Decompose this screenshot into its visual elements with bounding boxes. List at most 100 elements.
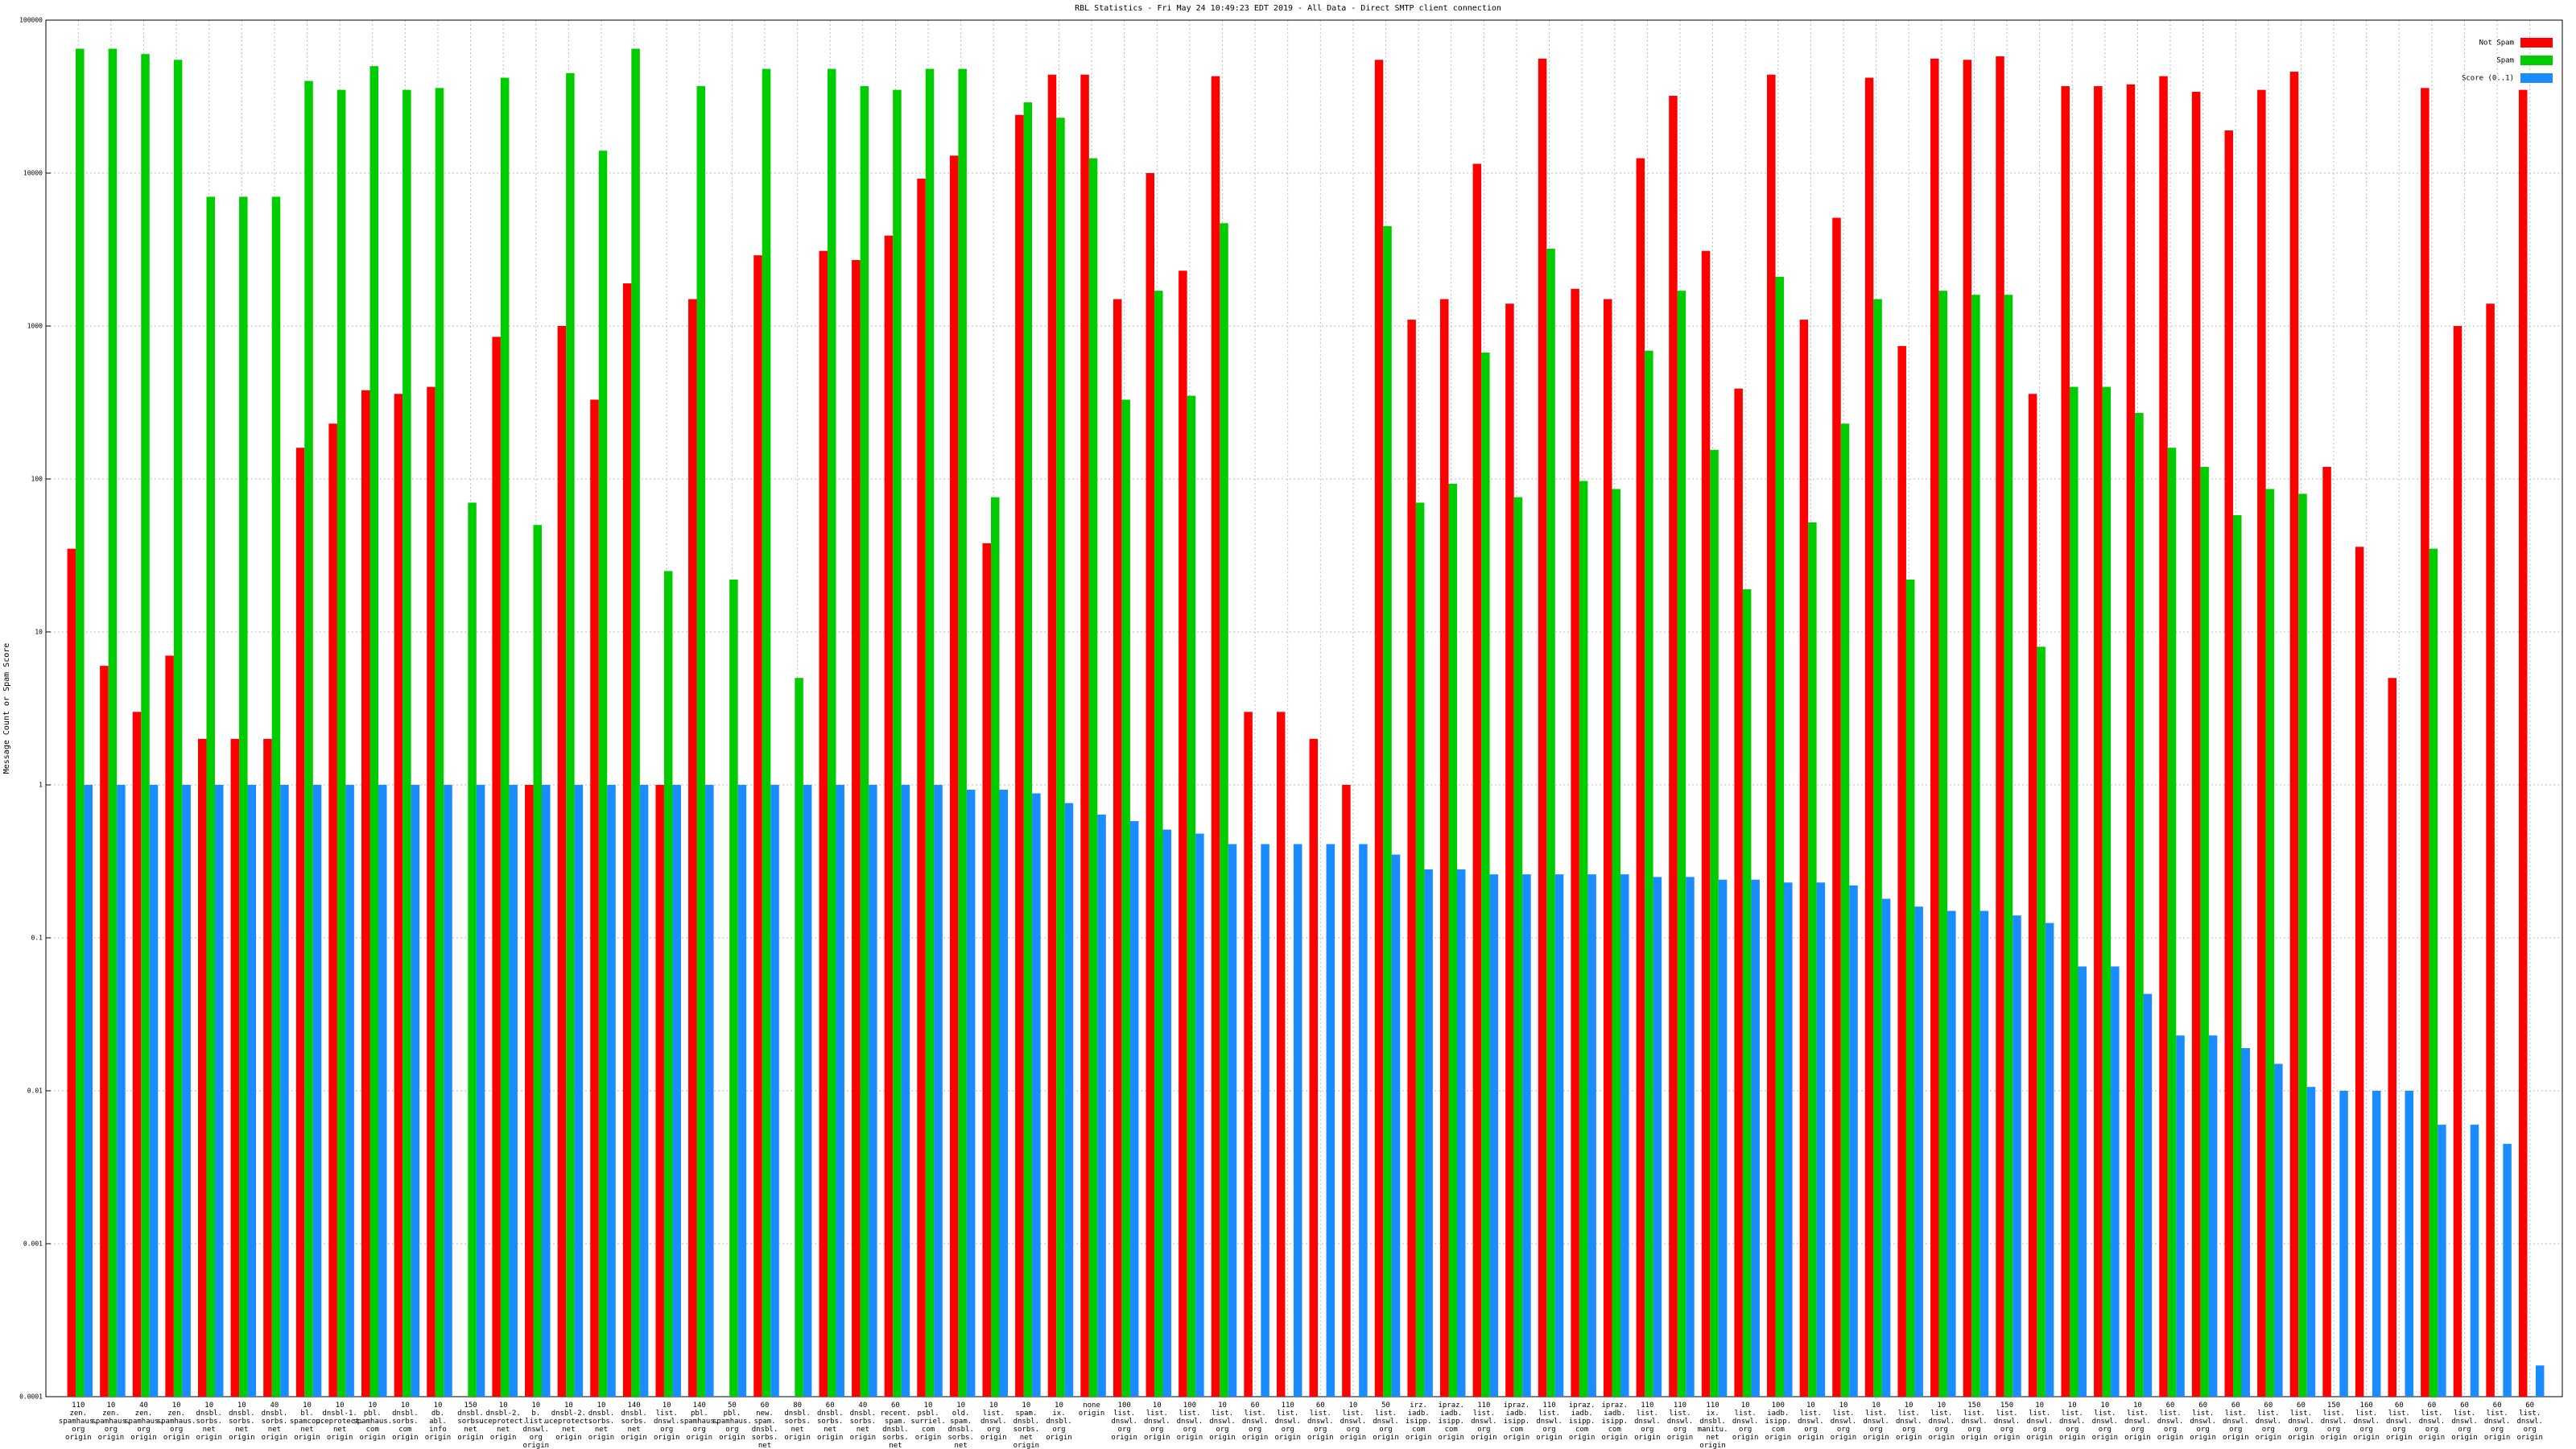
x-tick-label: 10 dnsbl. sorbs. net origin bbox=[588, 1402, 615, 1442]
bar bbox=[2045, 923, 2054, 1397]
bar bbox=[819, 250, 828, 1397]
x-tick-label: 100 list. dnswl. org origin bbox=[1111, 1402, 1137, 1442]
bar bbox=[999, 789, 1008, 1397]
bar bbox=[280, 785, 289, 1397]
bar bbox=[762, 68, 771, 1397]
bar bbox=[328, 423, 337, 1397]
bar bbox=[1710, 449, 1719, 1397]
x-tick-label: 110 ix. dnsbl. manitu. net origin bbox=[1698, 1402, 1728, 1449]
x-tick-label: 10 bl. spamcop. net origin bbox=[290, 1402, 324, 1442]
x-tick-label: none origin bbox=[1079, 1402, 1105, 1418]
bar bbox=[1162, 829, 1172, 1397]
legend-swatch bbox=[2520, 56, 2553, 65]
y-tick-label: 100000 bbox=[19, 17, 43, 24]
bar bbox=[1448, 483, 1457, 1397]
bar bbox=[2013, 915, 2021, 1397]
bar bbox=[1261, 844, 1269, 1397]
bar bbox=[1864, 77, 1874, 1397]
bar bbox=[1015, 114, 1024, 1397]
bar bbox=[1677, 291, 1686, 1397]
x-tick-label: 80 dnsbl. sorbs. net origin bbox=[784, 1402, 811, 1442]
bar bbox=[2037, 646, 2046, 1397]
bar bbox=[1816, 882, 1826, 1397]
x-tick-label: 10 list. dnswl. org origin bbox=[1863, 1402, 1889, 1442]
x-tick-label: 10 list. dnswl. org origin bbox=[1144, 1402, 1170, 1442]
plot-frame bbox=[45, 19, 2563, 1397]
bar bbox=[182, 785, 191, 1397]
bar bbox=[1056, 118, 1065, 1397]
bar bbox=[2372, 1091, 2381, 1397]
bar bbox=[1023, 102, 1033, 1397]
x-tick-label: 110 list. dnswl. org origin bbox=[1274, 1402, 1301, 1442]
bar bbox=[2094, 86, 2103, 1397]
bar bbox=[304, 80, 313, 1397]
bar bbox=[247, 785, 257, 1397]
bar bbox=[435, 88, 444, 1397]
x-tick-label: 10 pbl. spamhaus. com origin bbox=[353, 1402, 392, 1442]
x-tick-label: 10 list. dnswl. org origin bbox=[1831, 1402, 1857, 1442]
bar bbox=[149, 785, 159, 1397]
x-tick-label: 10 list. dnswl. org origin bbox=[1798, 1402, 1824, 1442]
y-tick-label: 1 bbox=[39, 782, 43, 789]
bar bbox=[2421, 88, 2429, 1397]
bar bbox=[2061, 86, 2070, 1397]
bar bbox=[1522, 874, 1531, 1397]
x-tick-label: 60 list. dnswl. org origin bbox=[2484, 1402, 2511, 1442]
x-tick-label: 60 list. dnswl. org origin bbox=[2288, 1402, 2314, 1442]
bar bbox=[2078, 966, 2087, 1397]
bar bbox=[2355, 547, 2364, 1397]
bar bbox=[729, 579, 738, 1397]
x-tick-label: 110 list. dnswl. org origin bbox=[1634, 1402, 1661, 1442]
bar bbox=[2265, 489, 2275, 1397]
x-tick-label: 100 list. dnswl. org origin bbox=[1177, 1402, 1203, 1442]
bar bbox=[1579, 481, 1588, 1397]
bar bbox=[1751, 879, 1760, 1397]
x-tick-label: ipraz. iadb. isipp. com origin bbox=[1601, 1402, 1628, 1442]
x-tick-label: 10 dnsbl. sorbs. net origin bbox=[196, 1402, 222, 1442]
bar bbox=[2453, 326, 2462, 1397]
bar bbox=[590, 399, 599, 1397]
bar bbox=[427, 386, 436, 1397]
bar bbox=[1947, 910, 1956, 1397]
bar bbox=[1407, 320, 1416, 1397]
bar bbox=[1342, 785, 1351, 1397]
bar bbox=[206, 196, 215, 1397]
x-tick-label: 140 pbl. spamhaus. org origin bbox=[679, 1402, 719, 1442]
bar bbox=[917, 178, 926, 1397]
bar bbox=[893, 89, 902, 1397]
bar bbox=[1881, 898, 1891, 1397]
y-axis-label: Message Count or Spam Score bbox=[2, 643, 11, 774]
bar bbox=[958, 68, 967, 1397]
bar bbox=[1905, 579, 1915, 1397]
x-tick-label: 10 dnsbl-1. uceprotect. net origin bbox=[316, 1402, 364, 1442]
bar bbox=[67, 548, 76, 1397]
legend-label: Spam bbox=[2496, 57, 2514, 65]
bar bbox=[869, 785, 877, 1397]
bar bbox=[1686, 877, 1695, 1397]
bar bbox=[1612, 489, 1620, 1397]
bar bbox=[1513, 497, 1523, 1397]
x-tick-label: 10 list. dnswl. org origin bbox=[1340, 1402, 1367, 1442]
bar bbox=[2233, 514, 2242, 1397]
x-tick-label: 10 list. dnswl. org origin bbox=[1929, 1402, 1955, 1442]
bar bbox=[2535, 1365, 2545, 1397]
x-tick-label: 10 psbl. surriel. com origin bbox=[910, 1402, 945, 1442]
x-tick-label: ipraz. iadb. isipp. com origin bbox=[1569, 1402, 1596, 1442]
bar bbox=[2405, 1091, 2414, 1397]
bar bbox=[1873, 299, 1882, 1397]
x-tick-label: 110 list. dnswl. org origin bbox=[1471, 1402, 1497, 1442]
bar bbox=[1914, 906, 1923, 1397]
bar bbox=[2298, 493, 2307, 1397]
bar bbox=[1938, 291, 1948, 1397]
x-tick-label: 10 list. dnswl. org origin bbox=[2092, 1402, 2119, 1442]
x-tick-label: 60 list. dnswl. org origin bbox=[2256, 1402, 2282, 1442]
x-tick-label: 100 iadb. isipp. com origin bbox=[1765, 1402, 1792, 1442]
legend-label: Score (0..1) bbox=[2462, 75, 2514, 83]
bar bbox=[2224, 130, 2233, 1397]
x-tick-label: 50 list. dnswl. org origin bbox=[1373, 1402, 1399, 1442]
bar bbox=[949, 155, 959, 1397]
bar bbox=[411, 785, 420, 1397]
x-tick-label: 60 list. dnswl. org origin bbox=[2223, 1402, 2249, 1442]
bar bbox=[1897, 345, 1906, 1397]
